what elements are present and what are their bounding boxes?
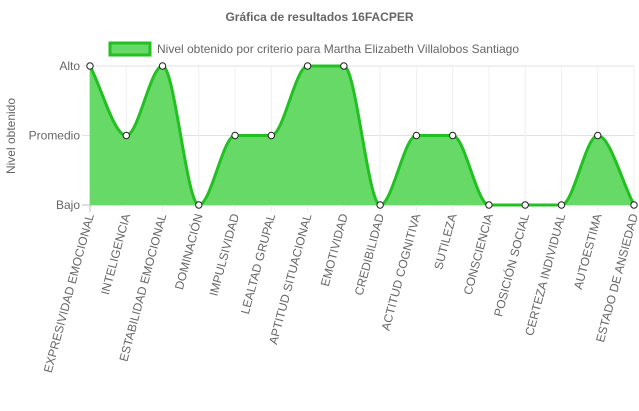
- x-tick-label: SUTILEZA: [431, 212, 459, 271]
- x-tick-label: INTELIGENCIA: [98, 212, 133, 296]
- legend[interactable]: Nivel obtenido por criterio para Martha …: [108, 41, 519, 57]
- x-tick-label: AUTOESTIMA: [571, 212, 605, 291]
- x-tick-label: DOMINACIÓN: [171, 212, 206, 291]
- data-point[interactable]: [594, 131, 602, 140]
- series-area: [88, 64, 636, 207]
- x-tick-label: ACTITUD COGNITIVA: [379, 212, 424, 332]
- x-axis-ticks: EXPRESIVIDAD EMOCIONAL INTELIGENCIAESTABI…: [41, 212, 639, 375]
- x-tick-label: EXPRESIVIDAD EMOCIONAL: [41, 212, 97, 374]
- series-line: [88, 64, 636, 207]
- data-point[interactable]: [630, 201, 638, 209]
- x-tick-label: POSICIÓN SOCIAL: [490, 212, 532, 319]
- data-point[interactable]: [485, 201, 493, 209]
- data-point[interactable]: [521, 201, 529, 209]
- data-point[interactable]: [448, 131, 457, 140]
- x-tick-label: CERTEZA INDIVIDUAL: [522, 212, 568, 337]
- x-tick-label: LEALTAD GRUPAL: [238, 212, 278, 316]
- y-tick-label: Bajo: [56, 198, 80, 212]
- legend-swatch: [108, 41, 152, 57]
- data-point[interactable]: [267, 131, 276, 140]
- y-tick-label: Promedio: [29, 129, 81, 143]
- chart-title: Gráfica de resultados 16FACPER: [225, 10, 413, 24]
- data-point[interactable]: [158, 62, 167, 70]
- data-point[interactable]: [303, 62, 312, 70]
- x-tick-label: EMOTIVIDAD: [318, 212, 351, 288]
- data-points: [86, 62, 638, 209]
- data-point[interactable]: [86, 62, 94, 70]
- data-point[interactable]: [412, 131, 421, 140]
- data-point[interactable]: [195, 201, 203, 209]
- y-axis-title: Nivel obtenido: [4, 98, 18, 174]
- data-point[interactable]: [557, 201, 566, 209]
- x-tick-label: CREDIBILIDAD: [352, 212, 387, 297]
- data-point[interactable]: [122, 131, 130, 140]
- x-tick-label: CONSCIENCIA: [461, 212, 496, 296]
- y-axis-ticks: Bajo Promedio Alto: [29, 59, 81, 212]
- y-tick-label: Alto: [59, 59, 80, 73]
- x-tick-label: IMPULSIVIDAD: [207, 212, 243, 298]
- data-point[interactable]: [340, 62, 348, 70]
- data-point[interactable]: [376, 201, 384, 209]
- data-point[interactable]: [231, 131, 239, 140]
- legend-label: Nivel obtenido por criterio para Martha …: [157, 42, 519, 56]
